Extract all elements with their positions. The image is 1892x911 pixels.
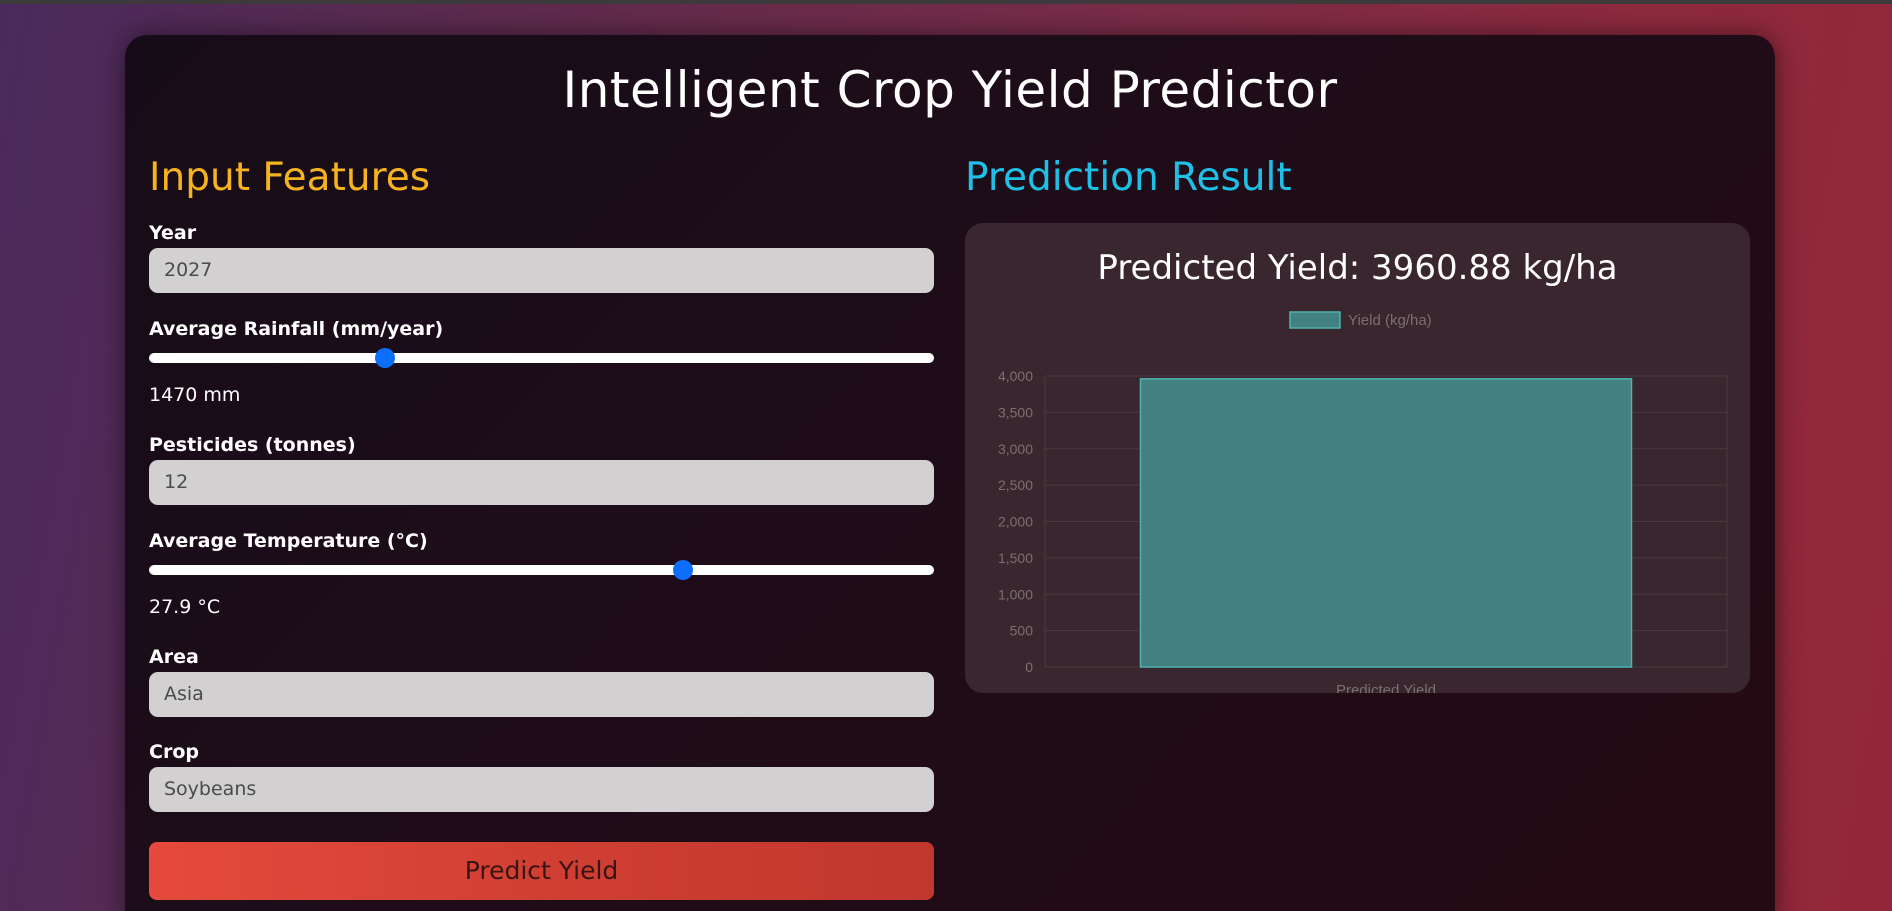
y-tick-label: 2,000 [998,514,1033,530]
window-top-border [0,0,1892,4]
area-select[interactable]: Asia [149,672,934,717]
y-tick-label: 500 [1010,623,1034,639]
temperature-label: Average Temperature (°C) [149,530,428,552]
y-tick-label: 3,500 [998,404,1033,420]
input-features-heading: Input Features [149,155,431,200]
temperature-slider-thumb[interactable] [672,560,693,580]
y-tick-label: 1,000 [998,586,1033,602]
year-input[interactable]: 2027 [149,248,934,293]
pesticides-input[interactable]: 12 [149,460,934,505]
pesticides-label: Pesticides (tonnes) [149,434,356,456]
rainfall-slider-thumb[interactable] [374,348,395,368]
page-title: Intelligent Crop Yield Predictor [562,61,1338,119]
predictor-card: Intelligent Crop Yield Predictor Input F… [125,35,1775,911]
yield-bar [1139,378,1633,668]
predict-yield-button[interactable]: Predict Yield [149,842,934,900]
y-tick-label: 0 [1025,659,1033,675]
crop-label: Crop [149,741,199,763]
prediction-result-heading: Prediction Result [965,155,1292,200]
y-tick-label: 2,500 [998,477,1033,493]
predicted-yield-text: Predicted Yield: 3960.88 kg/ha [1097,248,1618,288]
y-tick-label: 3,000 [998,441,1033,457]
legend-label: Yield (kg/ha) [1348,312,1432,329]
rainfall-slider[interactable] [149,348,934,368]
temperature-value: 27.9 °C [149,596,221,618]
area-label: Area [149,646,199,668]
legend-swatch [1289,311,1341,329]
year-label: Year [149,222,197,244]
crop-select[interactable]: Soybeans [149,767,934,812]
temperature-slider[interactable] [149,560,934,580]
rainfall-value: 1470 mm [149,384,241,406]
x-tick-label: Predicted Yield [1336,682,1436,693]
y-tick-label: 4,000 [998,368,1033,384]
yield-bar-chart: 0 500 1,000 1,500 2,000 2,500 3,000 3,500 4,000 P… [998,311,1728,693]
result-panel: Predicted Yield: 3960.88 kg/ha 0 500 1,000… [965,223,1750,693]
rainfall-label: Average Rainfall (mm/year) [149,318,444,340]
y-tick-label: 1,500 [998,550,1033,566]
